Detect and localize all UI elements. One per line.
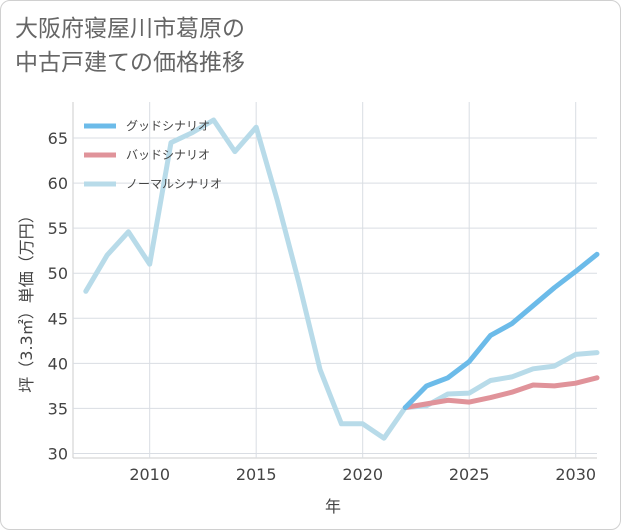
title-line-1: 大阪府寝屋川市葛原の (15, 16, 245, 42)
series-line-3 (83, 117, 600, 441)
y-tick-label: 45 (48, 309, 68, 328)
legend-label: ノーマルシナリオ (126, 177, 222, 191)
x-axis-label: 年 (325, 497, 341, 516)
y-tick-label: 50 (48, 264, 68, 283)
x-tick-label: 2010 (129, 465, 170, 484)
axis-ticks: 30 35 40 45 50 55 60 65 2010 2015 2020 2025 2030 (48, 129, 596, 484)
y-axis-label: 坪（3.3㎡）単価（万円） (17, 207, 36, 392)
plot-area (73, 102, 597, 458)
grid-lines (72, 102, 597, 459)
x-tick-label: 2015 (236, 465, 277, 484)
series-line-2 (402, 375, 600, 410)
chart-title: 大阪府寝屋川市葛原の 中古戸建ての価格推移 (15, 12, 435, 80)
series-line-1 (402, 251, 600, 410)
x-tick-label: 2030 (555, 465, 596, 484)
x-tick-label: 2025 (449, 465, 490, 484)
y-tick-label: 60 (48, 174, 68, 193)
legend-label: バッドシナリオ (126, 148, 210, 162)
y-tick-label: 30 (48, 444, 68, 463)
series-layer (83, 117, 600, 441)
y-tick-label: 65 (48, 129, 68, 148)
x-tick-label: 2020 (342, 465, 383, 484)
title-line-2: 中古戸建ての価格推移 (15, 50, 245, 76)
y-tick-label: 55 (48, 219, 68, 238)
y-tick-label: 40 (48, 354, 68, 373)
y-tick-label: 35 (48, 399, 68, 418)
legend-label: グッドシナリオ (126, 119, 210, 133)
